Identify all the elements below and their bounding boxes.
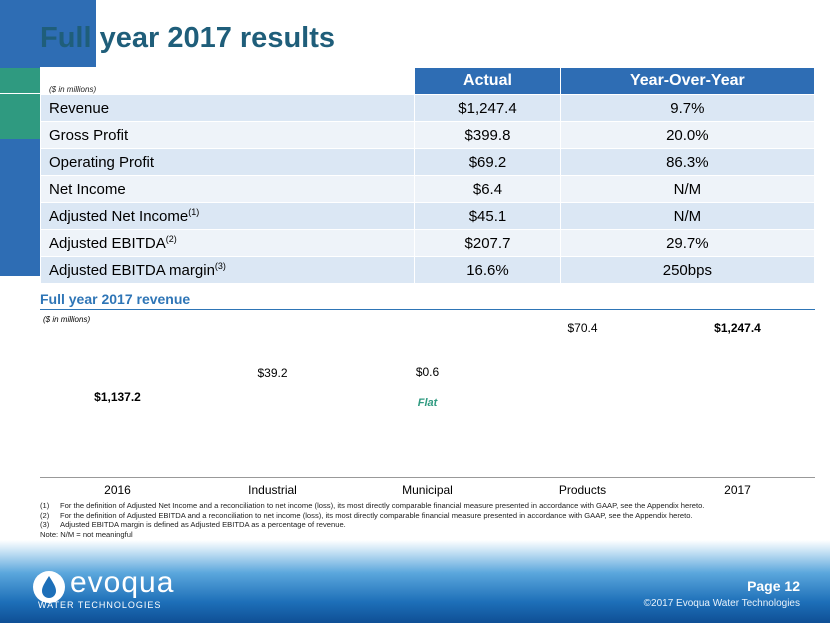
value-label: $1,247.4 — [714, 320, 761, 335]
row-label: Revenue — [39, 94, 416, 122]
x-tick-label: 2016 — [104, 483, 131, 497]
actual-cell: $399.8 — [414, 121, 561, 149]
footnote-marker: (1) — [40, 501, 50, 510]
row-label-text: Net Income — [49, 180, 126, 198]
row-label: Operating Profit — [39, 148, 416, 176]
footnote: (2) For the definition of Adjusted EBITDA… — [40, 511, 693, 520]
page-number: Page 12 — [747, 578, 800, 594]
table-row: Revenue $1,247.4 9.7% — [39, 94, 816, 122]
row-label-text: Gross Profit — [49, 126, 129, 144]
footnote-ref: (2) — [165, 234, 177, 244]
actual-cell: $1,247.4 — [414, 94, 561, 122]
footnote-text: For the definition of Adjusted Net Incom… — [60, 501, 705, 510]
rule — [40, 309, 815, 310]
yoy-cell: 86.3% — [559, 148, 816, 176]
row-label: Net Income — [39, 175, 416, 203]
brand: evoqua — [70, 566, 175, 599]
actual-cell: $207.7 — [414, 229, 561, 257]
footnote: (1) For the definition of Adjusted Net In… — [40, 501, 704, 510]
logo-icon — [33, 571, 65, 603]
annotation: +27.6% growth — [563, 343, 602, 368]
actual-cell: $6.4 — [414, 175, 561, 203]
note: Note: N/M = not meaningful — [40, 529, 133, 539]
annotation: Flat — [417, 397, 438, 410]
footnote-marker: (2) — [40, 510, 50, 520]
footnote-marker: (3) — [40, 520, 50, 530]
yoy-cell: 20.0% — [559, 121, 816, 149]
footnote-text: For the definition of Adjusted EBITDA an… — [60, 510, 693, 520]
actual-cell: $45.1 — [414, 202, 561, 230]
bar — [0, 0, 96, 68]
table-row: Adjusted EBITDA(2) $207.7 29.7% — [39, 229, 816, 257]
column-header: Year-Over-Year — [559, 67, 816, 95]
yoy-cell: 29.7% — [559, 229, 816, 257]
column-header: Actual — [414, 67, 561, 95]
value-label: $0.6 — [415, 365, 440, 380]
table-row: Gross Profit $399.8 20.0% — [39, 121, 816, 149]
x-tick-label: Municipal — [402, 483, 453, 497]
footnote-ref: (1) — [188, 207, 200, 217]
table-row: Adjusted EBITDA margin(3) 16.6% 250bps — [39, 256, 816, 284]
row-label: Gross Profit — [39, 121, 416, 149]
value-label: $70.4 — [567, 320, 598, 335]
water-banner — [0, 540, 830, 623]
x-tick-label: 2017 — [724, 483, 751, 497]
row-label: Adjusted Net Income(1) — [39, 202, 416, 230]
yoy-cell: 250bps — [559, 256, 816, 284]
tagline: WATER TECHNOLOGIES — [38, 600, 162, 610]
header-row: ($ in millions) Actual Year-Over-Year — [39, 67, 816, 95]
actual-cell: 16.6% — [414, 256, 561, 284]
x-tick-label: Products — [558, 483, 607, 497]
footnote-text: Adjusted EBITDA margin is defined as Adj… — [60, 520, 346, 530]
table-row: Operating Profit $69.2 86.3% — [39, 148, 816, 176]
table-row: Adjusted Net Income(1) $45.1 N/M — [39, 202, 816, 230]
slide-title: Full year 2017 results — [40, 22, 335, 54]
row-label-text: Adjusted EBITDA — [49, 235, 166, 252]
yoy-cell: N/M — [559, 202, 816, 230]
chart-title: Full year 2017 revenue — [40, 291, 191, 307]
yoy-cell: 9.7% — [559, 94, 816, 122]
annotation: +6.5% growth — [254, 388, 291, 413]
results-table: ($ in millions) Actual Year-Over-Year Re… — [39, 67, 816, 284]
value-label: $1,137.2 — [94, 390, 141, 405]
row-label: Adjusted EBITDA margin(3) — [39, 256, 416, 284]
row-label-text: Adjusted Net Income — [49, 208, 189, 225]
row-label: Adjusted EBITDA(2) — [39, 229, 416, 257]
table-row: Net Income $6.4 N/M — [39, 175, 816, 203]
table-corner: ($ in millions) — [39, 67, 416, 95]
footnote: (3) Adjusted EBITDA margin is defined as … — [40, 520, 346, 529]
chart-subtitle: ($ in millions) — [43, 315, 91, 324]
value-label: $39.2 — [257, 365, 288, 380]
x-tick-label: Industrial — [248, 483, 297, 497]
yoy-cell: N/M — [559, 175, 816, 203]
row-label-text: Revenue — [49, 99, 110, 117]
row-label-text: Operating Profit — [49, 153, 155, 171]
x-axis — [40, 477, 815, 478]
copyright: ©2017 Evoqua Water Technologies — [643, 598, 800, 609]
row-label-text: Adjusted EBITDA margin — [49, 262, 215, 279]
annotation: +9.7% growth — [719, 343, 756, 368]
actual-cell: $69.2 — [414, 148, 561, 176]
footnote-ref: (3) — [214, 261, 226, 271]
